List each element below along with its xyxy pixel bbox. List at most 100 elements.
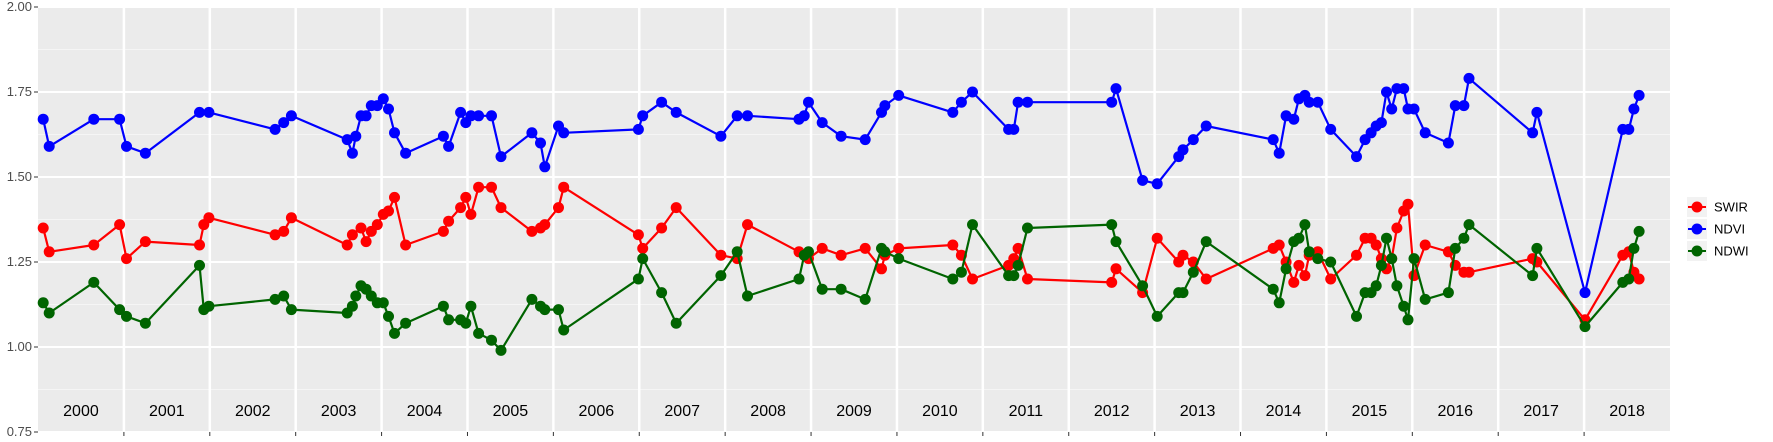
- data-point-ndwi: [859, 293, 871, 305]
- data-point-ndvi: [437, 130, 449, 142]
- data-point-ndvi: [1012, 96, 1024, 108]
- data-point-ndvi: [465, 110, 477, 122]
- data-point-ndwi: [637, 253, 649, 265]
- data-point-ndwi: [1351, 310, 1362, 322]
- y-tick-label: 1.75: [7, 84, 32, 99]
- data-point-ndvi: [37, 113, 49, 125]
- data-point-ndwi: [879, 246, 891, 258]
- data-point-ndwi: [278, 290, 290, 302]
- data-point-ndwi: [1299, 219, 1311, 231]
- data-point-swir: [1110, 263, 1122, 275]
- data-point-ndvi: [1303, 96, 1315, 108]
- data-point-ndvi: [859, 134, 871, 146]
- data-point-ndvi: [486, 110, 497, 122]
- data-point-swir: [876, 263, 887, 275]
- data-point-ndwi: [955, 266, 967, 278]
- data-point-swir: [859, 242, 871, 254]
- legend-key-marker: [1691, 223, 1703, 235]
- data-point-ndwi: [793, 273, 805, 285]
- data-point-ndwi: [389, 327, 400, 339]
- data-point-ndvi: [803, 96, 814, 108]
- data-point-ndvi: [1531, 106, 1543, 118]
- data-point-ndvi: [1419, 127, 1431, 139]
- data-point-ndwi: [1200, 236, 1212, 248]
- data-point-swir: [1419, 239, 1431, 251]
- data-point-ndvi: [967, 86, 978, 98]
- series-layer: [37, 72, 1645, 356]
- year-label: 2008: [750, 403, 786, 420]
- data-point-swir: [1351, 249, 1362, 261]
- data-point-ndvi: [1137, 174, 1149, 186]
- data-point-ndwi: [114, 304, 126, 316]
- data-point-ndwi: [1391, 280, 1403, 292]
- legend-key-marker: [1691, 201, 1703, 213]
- year-label: 2014: [1266, 403, 1302, 420]
- data-point-ndvi: [1398, 83, 1410, 95]
- year-label: 2012: [1094, 403, 1130, 420]
- data-point-ndwi: [443, 314, 455, 326]
- data-point-swir: [371, 219, 383, 231]
- data-point-ndvi: [203, 106, 215, 118]
- year-label: 2018: [1609, 403, 1645, 420]
- data-point-ndvi: [269, 123, 281, 135]
- data-point-swir: [455, 202, 467, 214]
- data-point-swir: [1288, 276, 1300, 288]
- data-point-ndwi: [121, 310, 132, 322]
- data-point-ndwi: [715, 270, 727, 282]
- data-point-ndwi: [742, 290, 753, 302]
- data-point-swir: [1177, 249, 1189, 261]
- data-point-ndvi: [1273, 147, 1285, 159]
- data-point-ndwi: [203, 300, 215, 312]
- data-point-ndwi: [495, 344, 507, 356]
- data-point-ndwi: [465, 300, 477, 312]
- data-point-ndvi: [1381, 86, 1392, 98]
- data-point-ndvi: [1200, 120, 1212, 132]
- data-point-ndvi: [1527, 127, 1539, 139]
- data-point-ndwi: [967, 219, 978, 231]
- data-point-ndwi: [377, 297, 389, 309]
- year-label: 2007: [664, 403, 700, 420]
- data-point-ndvi: [637, 110, 649, 122]
- data-point-swir: [1106, 276, 1118, 288]
- data-point-ndvi: [383, 103, 394, 115]
- year-label: 2017: [1523, 403, 1559, 420]
- data-point-swir: [269, 229, 281, 241]
- data-point-ndwi: [1633, 225, 1645, 237]
- data-point-ndwi: [1012, 259, 1024, 271]
- year-label: 2011: [1009, 403, 1044, 420]
- data-point-ndwi: [1008, 270, 1020, 282]
- data-point-ndvi: [656, 96, 668, 108]
- data-point-ndwi: [1312, 253, 1324, 265]
- data-point-ndwi: [1110, 236, 1122, 248]
- grid-minor: [38, 49, 1670, 390]
- data-point-swir: [360, 236, 372, 248]
- data-point-swir: [553, 202, 564, 214]
- data-point-ndvi: [1449, 100, 1461, 112]
- data-point-swir: [656, 222, 668, 234]
- data-point-ndvi: [535, 137, 546, 149]
- legend: SWIR NDVI NDWI: [1687, 197, 1749, 261]
- data-point-ndwi: [1151, 310, 1163, 322]
- data-point-ndvi: [1106, 96, 1118, 108]
- data-point-swir: [278, 225, 290, 237]
- data-point-ndvi: [558, 127, 570, 139]
- data-point-ndwi: [670, 317, 682, 329]
- data-point-swir: [637, 242, 649, 254]
- data-point-ndvi: [43, 140, 55, 152]
- data-point-ndwi: [558, 324, 570, 336]
- data-point-ndvi: [1267, 134, 1279, 146]
- data-point-ndwi: [269, 293, 281, 305]
- data-point-ndwi: [1293, 232, 1305, 244]
- y-tick-label: 1.25: [7, 254, 32, 269]
- data-point-swir: [341, 239, 353, 251]
- data-point-ndvi: [670, 106, 682, 118]
- data-point-swir: [893, 242, 905, 254]
- data-point-ndvi: [1458, 100, 1470, 112]
- data-point-ndvi: [1312, 96, 1324, 108]
- data-point-ndwi: [37, 297, 49, 309]
- data-point-swir: [194, 239, 205, 251]
- data-point-swir: [835, 249, 847, 261]
- data-point-ndwi: [1303, 246, 1315, 258]
- data-point-swir: [486, 181, 497, 193]
- data-point-ndvi: [1110, 83, 1122, 95]
